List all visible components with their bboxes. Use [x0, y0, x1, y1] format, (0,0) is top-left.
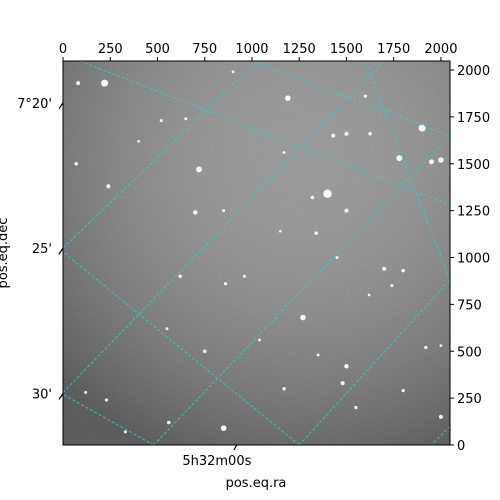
star	[363, 94, 367, 98]
star	[300, 314, 306, 321]
y-axis-title: pos.eq.dec	[0, 218, 11, 289]
ra-tick-label: 5h32m00s	[182, 454, 251, 469]
star	[331, 133, 336, 138]
star	[165, 327, 169, 331]
stars-layer	[74, 70, 444, 434]
star	[418, 124, 426, 132]
x-axis-title: pos.eq.ra	[226, 476, 287, 491]
top-tick-label: 2000	[424, 42, 457, 57]
coordinate-grid	[63, 61, 450, 445]
star	[396, 155, 403, 162]
star	[104, 398, 109, 402]
star	[242, 274, 246, 278]
star	[438, 414, 443, 419]
star	[282, 151, 286, 154]
top-axis: 0 250 500 750 1000 1250 1500 1750 2000	[59, 42, 457, 61]
top-tick-label: 1500	[330, 42, 363, 57]
star	[223, 282, 228, 286]
dec-tick-label: 25'	[32, 242, 52, 257]
star	[137, 139, 140, 143]
right-tick-label: 1000	[457, 252, 490, 267]
star	[282, 386, 286, 391]
star	[222, 209, 226, 213]
grid-line	[251, 61, 450, 137]
right-tick-label: 500	[457, 345, 482, 360]
right-tick-label: 0	[457, 439, 465, 454]
star	[424, 345, 428, 350]
star	[285, 95, 291, 101]
star	[178, 274, 182, 279]
top-tick-label: 750	[192, 42, 217, 57]
star	[231, 70, 235, 74]
dec-tick	[58, 393, 64, 400]
star	[344, 208, 349, 213]
star	[344, 364, 349, 369]
top-tick-label: 1000	[235, 42, 268, 57]
star	[184, 117, 188, 121]
grid-line	[431, 425, 450, 445]
star	[106, 184, 111, 189]
star	[438, 157, 444, 163]
star	[368, 131, 372, 136]
star	[323, 189, 332, 198]
right-axis: 0 250 500 750 1000 1250 1500 1750 2000	[450, 64, 490, 454]
star	[258, 338, 261, 342]
star	[314, 231, 319, 235]
star	[279, 229, 282, 233]
star	[74, 161, 79, 166]
dec-tick-label: 30'	[32, 387, 52, 402]
star	[193, 210, 198, 215]
star	[202, 349, 207, 354]
grid-line	[63, 393, 154, 445]
star	[316, 353, 320, 357]
top-tick-label: 500	[145, 42, 170, 57]
top-tick-label: 0	[59, 42, 67, 57]
star	[354, 405, 358, 410]
grid-line	[79, 61, 450, 206]
right-tick-label: 250	[457, 392, 482, 407]
star	[335, 256, 339, 259]
star	[401, 268, 405, 273]
left-axis-dec: 7°20' 25' 30'	[17, 97, 64, 402]
star	[428, 159, 434, 165]
star	[101, 79, 109, 87]
ra-tick	[233, 444, 238, 451]
top-tick-label: 1750	[377, 42, 410, 57]
star	[439, 344, 443, 348]
right-tick-label: 1750	[457, 111, 490, 126]
grid-line	[153, 135, 450, 445]
star	[76, 81, 81, 86]
star	[382, 266, 387, 271]
image-layer	[63, 61, 450, 445]
right-tick-label: 1500	[457, 158, 490, 173]
right-tick-label: 1250	[457, 205, 490, 220]
star	[159, 119, 163, 123]
top-tick-label: 1250	[283, 42, 316, 57]
star	[84, 391, 88, 394]
right-tick-label: 750	[457, 298, 482, 313]
star	[196, 166, 203, 173]
dec-tick	[58, 102, 64, 110]
grid-line	[63, 251, 300, 445]
grid-line	[364, 61, 450, 281]
star	[340, 381, 345, 386]
grid-line	[63, 61, 385, 393]
star	[390, 284, 394, 288]
dec-tick	[58, 247, 64, 255]
star	[344, 131, 349, 136]
dec-tick-label: 7°20'	[17, 97, 52, 112]
right-tick-label: 2000	[457, 64, 490, 79]
star	[367, 293, 371, 297]
star	[401, 389, 405, 393]
plot-frame	[62, 60, 451, 446]
star	[310, 195, 315, 200]
sky-vignette	[63, 61, 450, 445]
star	[220, 425, 227, 431]
grid-line	[298, 279, 450, 445]
star	[167, 420, 171, 425]
top-tick-label: 250	[98, 42, 123, 57]
star	[123, 430, 127, 434]
bottom-axis-ra: 5h32m00s	[182, 444, 252, 469]
